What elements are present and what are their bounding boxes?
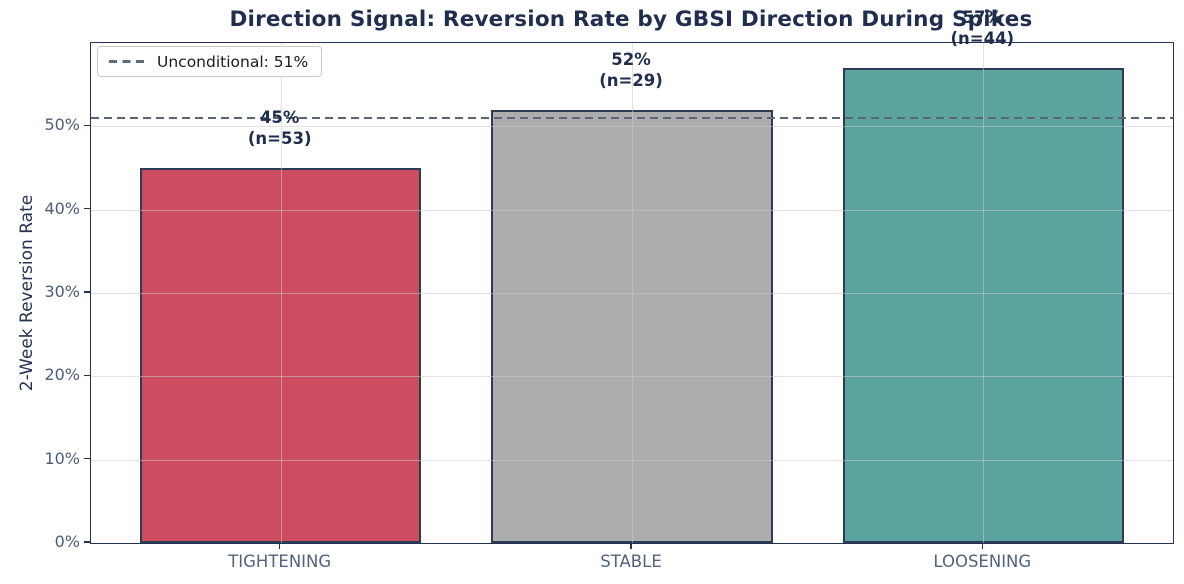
x-tick-mark [981,543,984,549]
bar-value-label: 57% (n=44) [950,8,1015,48]
legend-label: Unconditional: 51% [157,52,309,71]
y-tick-mark [84,541,90,543]
y-tick-mark [84,124,90,127]
chart-title: Direction Signal: Reversion Rate by GBSI… [229,7,1033,32]
y-tick-label: 0% [54,532,80,551]
bar-loosening [842,68,1124,543]
y-tick-mark [84,457,90,460]
x-tick-label-tightening: TIGHTENING [228,552,332,571]
dashed-line-legend-swatch-icon [109,60,146,63]
bar-value-label: 52% (n=29) [599,49,663,90]
bar-tightening [140,168,422,543]
legend: Unconditional: 51% [97,46,323,77]
y-tick-label: 10% [44,448,80,468]
y-tick-label: 30% [44,282,80,301]
x-tick-label-stable: STABLE [600,552,662,571]
y-tick-label: 50% [44,115,80,135]
y-tick-label: 20% [44,365,80,385]
bar-value-label: 45% (n=53) [247,108,312,148]
x-tick-label-loosening: LOOSENING [933,552,1032,571]
x-tick-mark [630,543,632,549]
bar-stable [491,109,773,543]
y-tick-mark [84,291,90,293]
y-tick-mark [84,374,90,377]
x-tick-mark [278,543,281,549]
y-tick-mark [84,207,90,210]
y-tick-label: 40% [44,198,80,218]
